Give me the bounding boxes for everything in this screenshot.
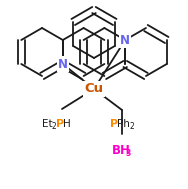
Text: Ph: Ph [117,119,130,129]
Text: N: N [120,33,130,46]
Text: Cu: Cu [84,83,104,95]
Text: H: H [63,119,71,129]
Text: N: N [58,57,68,70]
Text: P: P [110,119,118,129]
Text: 2: 2 [130,122,135,131]
Text: Et: Et [42,119,53,129]
Text: 2: 2 [52,122,57,131]
Text: P: P [56,119,64,129]
Text: BH: BH [112,145,131,157]
Text: 3: 3 [126,149,131,158]
